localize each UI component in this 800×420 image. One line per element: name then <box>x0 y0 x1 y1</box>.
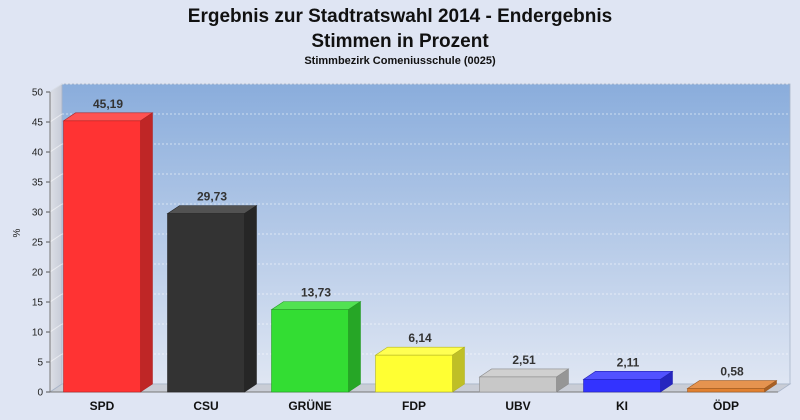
category-label: SPD <box>90 399 115 413</box>
bar-csu <box>166 205 258 393</box>
bar-front-face <box>63 120 141 393</box>
value-label: 0,58 <box>720 365 744 379</box>
bar-grüne <box>270 301 362 393</box>
y-tick-label: 15 <box>32 298 44 309</box>
y-tick-label: 45 <box>32 118 44 129</box>
chart-title: Ergebnis zur Stadtratswahl 2014 - Enderg… <box>188 6 612 27</box>
value-label: 45,19 <box>93 97 123 111</box>
value-label: 6,14 <box>408 331 432 345</box>
gridline-side <box>49 233 63 243</box>
bar-fdp <box>374 346 466 393</box>
bar-front-face <box>271 309 349 393</box>
bar-front-face <box>479 376 557 393</box>
y-tick-label: 20 <box>32 268 44 279</box>
bar-side-face <box>348 301 361 393</box>
bars <box>62 112 778 393</box>
value-label: 2,51 <box>512 353 536 367</box>
category-label: UBV <box>505 399 530 413</box>
category-label: ÖDP <box>713 398 739 413</box>
category-label: CSU <box>193 399 218 413</box>
y-tick-label: 10 <box>32 328 44 339</box>
y-axis-label: % <box>12 228 23 237</box>
category-label: KI <box>616 399 628 413</box>
gridline-side <box>49 293 63 303</box>
bar-side-face <box>452 346 465 393</box>
chart-title-line2: Stimmen in Prozent <box>311 31 489 52</box>
bar-spd <box>62 112 154 393</box>
chart-subtitle: Stimmbezirk Comeniusschule (0025) <box>304 55 496 67</box>
bar-ödp <box>686 379 778 393</box>
y-tick-label: 35 <box>32 178 44 189</box>
value-label: 2,11 <box>617 355 640 369</box>
gridline-side <box>49 353 63 363</box>
bar-ki <box>582 370 674 393</box>
y-tick-label: 25 <box>32 238 44 249</box>
category-label: FDP <box>402 399 426 413</box>
gridline-side <box>49 83 63 93</box>
value-label: 29,73 <box>197 190 227 204</box>
category-label: GRÜNE <box>288 398 331 413</box>
y-tick-label: 30 <box>32 208 44 219</box>
bar-front-face <box>375 354 453 393</box>
bar-top-face <box>62 112 154 122</box>
bar-side-face <box>244 205 257 393</box>
gridline-side <box>49 263 63 273</box>
bar-top-face <box>374 346 466 356</box>
y-tick-label: 40 <box>32 148 44 159</box>
gridline-side <box>49 113 63 123</box>
bar-top-face <box>478 368 570 378</box>
value-label: 13,73 <box>301 286 331 300</box>
y-tick-label: 50 <box>32 88 44 99</box>
bar-top-face <box>270 301 362 310</box>
gridline-side <box>49 203 63 213</box>
bar-side-face <box>140 112 153 393</box>
bar-top-face <box>686 380 778 389</box>
bar-front-face <box>583 379 661 393</box>
y-tick-label: 5 <box>37 358 43 369</box>
plot-area <box>48 83 792 393</box>
bar-front-face <box>167 213 245 393</box>
gridline-side <box>49 323 63 333</box>
y-tick-label: 0 <box>37 388 43 399</box>
bar-ubv <box>478 368 570 393</box>
bar-top-face <box>582 371 674 380</box>
gridline-side <box>49 143 63 153</box>
gridline-side <box>49 173 63 183</box>
labels: 45,19 SPD 29,73 CSU 13,73 GRÜNE 6,14 FDP 2,51 UBV… <box>90 97 744 413</box>
bar-top-face <box>166 205 258 214</box>
bar-front-face <box>687 388 765 393</box>
